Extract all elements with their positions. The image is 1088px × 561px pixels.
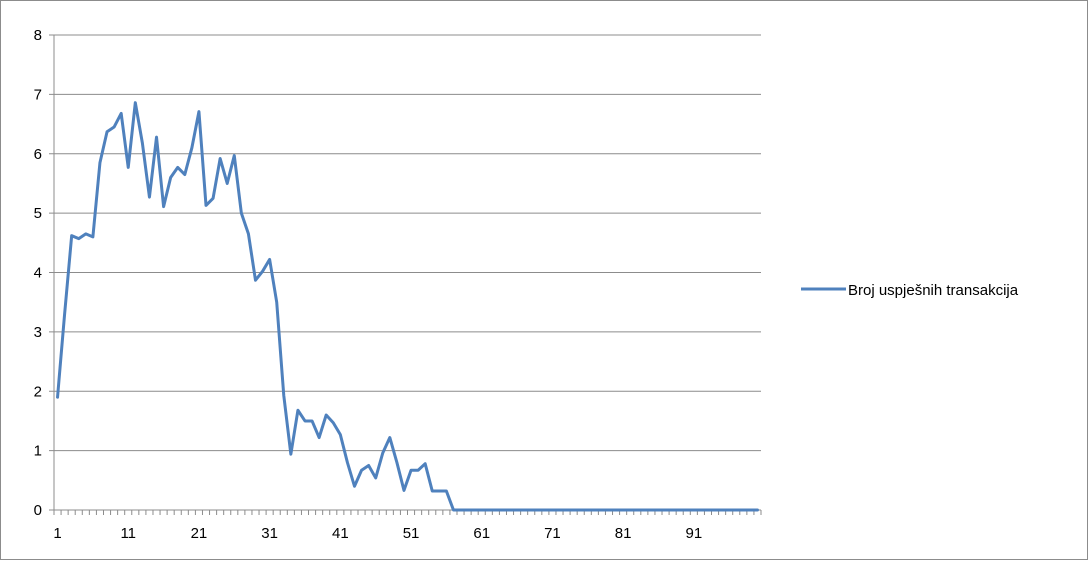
y-tick-label: 6 xyxy=(34,146,42,163)
series-layer xyxy=(58,103,758,510)
y-tick-label: 3 xyxy=(34,324,42,341)
y-tick-label: 2 xyxy=(34,383,42,400)
x-tick-label: 1 xyxy=(53,525,61,542)
y-tick-label: 1 xyxy=(34,443,42,460)
gridlines xyxy=(54,35,761,451)
y-tick-label: 0 xyxy=(34,502,42,519)
legend-label: Broj uspješnih transakcija xyxy=(848,282,1019,299)
x-tick-label: 41 xyxy=(332,525,349,542)
x-tick-label: 91 xyxy=(685,525,702,542)
series-line xyxy=(58,103,758,510)
x-tick-label: 71 xyxy=(544,525,561,542)
x-tick-label: 51 xyxy=(403,525,420,542)
y-tick-label: 5 xyxy=(34,205,42,222)
x-tick-label: 81 xyxy=(615,525,632,542)
x-tick-label: 61 xyxy=(473,525,490,542)
x-tick-label: 31 xyxy=(261,525,278,542)
x-tick-label: 11 xyxy=(120,525,136,542)
x-tick-label: 21 xyxy=(191,525,208,542)
legend: Broj uspješnih transakcija xyxy=(801,282,1019,299)
y-axis: 0 1 2 3 4 5 6 7 8 xyxy=(34,27,54,519)
y-tick-label: 4 xyxy=(34,265,42,282)
y-tick-label: 8 xyxy=(34,27,42,44)
y-tick-label: 7 xyxy=(34,86,42,103)
